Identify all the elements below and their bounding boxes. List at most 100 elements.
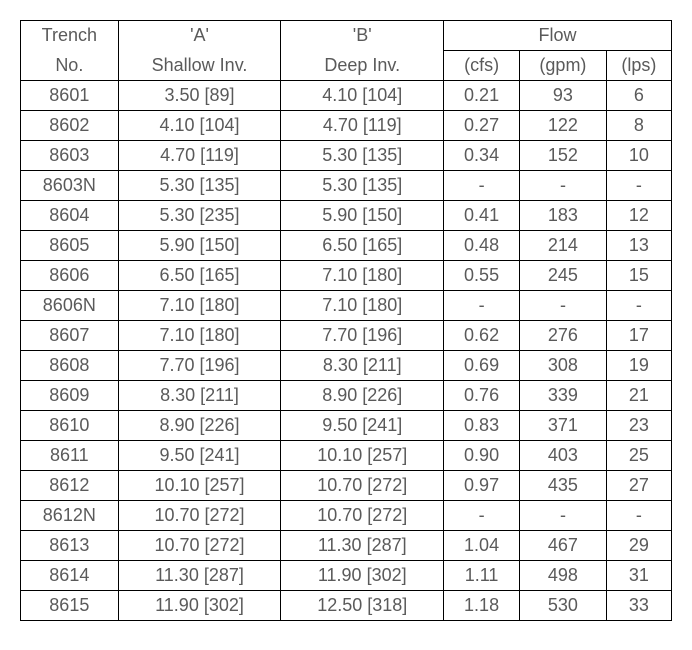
cell-gpm: 498 <box>520 561 607 591</box>
cell-gpm: 183 <box>520 201 607 231</box>
table-row: 86034.70 [119]5.30 [135]0.3415210 <box>21 141 672 171</box>
header-lps: (lps) <box>606 51 671 81</box>
header-flow: Flow <box>444 21 672 51</box>
cell-gpm: 530 <box>520 591 607 621</box>
cell-trench-no: 8610 <box>21 411 119 441</box>
cell-trench-no: 8615 <box>21 591 119 621</box>
cell-cfs: 1.11 <box>444 561 520 591</box>
table-row: 8612N10.70 [272]10.70 [272]--- <box>21 501 672 531</box>
cell-gpm: - <box>520 171 607 201</box>
cell-lps: 31 <box>606 561 671 591</box>
cell-gpm: 371 <box>520 411 607 441</box>
cell-shallow-inv: 6.50 [165] <box>118 261 281 291</box>
cell-deep-inv: 5.30 [135] <box>281 171 444 201</box>
cell-shallow-inv: 10.70 [272] <box>118 531 281 561</box>
cell-cfs: 0.76 <box>444 381 520 411</box>
cell-lps: 15 <box>606 261 671 291</box>
cell-lps: 17 <box>606 321 671 351</box>
cell-lps: - <box>606 171 671 201</box>
cell-deep-inv: 10.70 [272] <box>281 501 444 531</box>
table-row: 8603N5.30 [135]5.30 [135]--- <box>21 171 672 201</box>
cell-trench-no: 8607 <box>21 321 119 351</box>
cell-shallow-inv: 9.50 [241] <box>118 441 281 471</box>
cell-shallow-inv: 4.10 [104] <box>118 111 281 141</box>
cell-lps: 23 <box>606 411 671 441</box>
cell-gpm: 403 <box>520 441 607 471</box>
cell-shallow-inv: 4.70 [119] <box>118 141 281 171</box>
cell-cfs: 0.69 <box>444 351 520 381</box>
cell-shallow-inv: 7.10 [180] <box>118 291 281 321</box>
cell-cfs: 0.21 <box>444 81 520 111</box>
table-row: 86066.50 [165]7.10 [180]0.5524515 <box>21 261 672 291</box>
cell-trench-no: 8613 <box>21 531 119 561</box>
cell-cfs: 0.34 <box>444 141 520 171</box>
cell-lps: 27 <box>606 471 671 501</box>
cell-cfs: 0.55 <box>444 261 520 291</box>
cell-deep-inv: 8.90 [226] <box>281 381 444 411</box>
table-row: 86119.50 [241]10.10 [257]0.9040325 <box>21 441 672 471</box>
cell-lps: 29 <box>606 531 671 561</box>
cell-trench-no: 8612N <box>21 501 119 531</box>
cell-cfs: - <box>444 291 520 321</box>
table-row: 86013.50 [89]4.10 [104]0.21936 <box>21 81 672 111</box>
header-row-1: Trench 'A' 'B' Flow <box>21 21 672 51</box>
cell-trench-no: 8612 <box>21 471 119 501</box>
header-b: 'B' <box>281 21 444 51</box>
table-header: Trench 'A' 'B' Flow No. Shallow Inv. Dee… <box>21 21 672 81</box>
cell-trench-no: 8603N <box>21 171 119 201</box>
trench-flow-table: Trench 'A' 'B' Flow No. Shallow Inv. Dee… <box>20 20 672 621</box>
cell-cfs: 0.62 <box>444 321 520 351</box>
cell-lps: 6 <box>606 81 671 111</box>
cell-deep-inv: 11.30 [287] <box>281 531 444 561</box>
cell-trench-no: 8605 <box>21 231 119 261</box>
table-body: 86013.50 [89]4.10 [104]0.2193686024.10 [… <box>21 81 672 621</box>
cell-shallow-inv: 8.90 [226] <box>118 411 281 441</box>
cell-lps: 13 <box>606 231 671 261</box>
cell-deep-inv: 12.50 [318] <box>281 591 444 621</box>
cell-shallow-inv: 3.50 [89] <box>118 81 281 111</box>
cell-deep-inv: 7.10 [180] <box>281 261 444 291</box>
cell-trench-no: 8608 <box>21 351 119 381</box>
cell-gpm: 435 <box>520 471 607 501</box>
cell-shallow-inv: 5.90 [150] <box>118 231 281 261</box>
cell-shallow-inv: 10.10 [257] <box>118 471 281 501</box>
cell-shallow-inv: 11.30 [287] <box>118 561 281 591</box>
cell-trench-no: 8611 <box>21 441 119 471</box>
table-row: 861411.30 [287]11.90 [302]1.1149831 <box>21 561 672 591</box>
cell-cfs: 1.18 <box>444 591 520 621</box>
cell-cfs: 0.27 <box>444 111 520 141</box>
cell-deep-inv: 6.50 [165] <box>281 231 444 261</box>
cell-trench-no: 8614 <box>21 561 119 591</box>
table-row: 86087.70 [196]8.30 [211]0.6930819 <box>21 351 672 381</box>
cell-gpm: 308 <box>520 351 607 381</box>
cell-shallow-inv: 5.30 [135] <box>118 171 281 201</box>
cell-trench-no: 8604 <box>21 201 119 231</box>
cell-deep-inv: 4.70 [119] <box>281 111 444 141</box>
cell-trench-no: 8606N <box>21 291 119 321</box>
table-row: 86024.10 [104]4.70 [119]0.271228 <box>21 111 672 141</box>
cell-trench-no: 8609 <box>21 381 119 411</box>
cell-trench-no: 8602 <box>21 111 119 141</box>
table-row: 86108.90 [226]9.50 [241]0.8337123 <box>21 411 672 441</box>
cell-gpm: 467 <box>520 531 607 561</box>
cell-lps: 21 <box>606 381 671 411</box>
cell-shallow-inv: 5.30 [235] <box>118 201 281 231</box>
cell-lps: - <box>606 291 671 321</box>
cell-lps: 8 <box>606 111 671 141</box>
cell-lps: 33 <box>606 591 671 621</box>
header-shallow: Shallow Inv. <box>118 51 281 81</box>
cell-deep-inv: 11.90 [302] <box>281 561 444 591</box>
cell-gpm: 245 <box>520 261 607 291</box>
cell-deep-inv: 5.90 [150] <box>281 201 444 231</box>
cell-cfs: - <box>444 501 520 531</box>
cell-shallow-inv: 7.70 [196] <box>118 351 281 381</box>
cell-gpm: 122 <box>520 111 607 141</box>
cell-cfs: 1.04 <box>444 531 520 561</box>
cell-gpm: 152 <box>520 141 607 171</box>
cell-deep-inv: 9.50 [241] <box>281 411 444 441</box>
cell-cfs: 0.41 <box>444 201 520 231</box>
header-trench: Trench <box>21 21 119 51</box>
cell-trench-no: 8601 <box>21 81 119 111</box>
table-row: 861511.90 [302]12.50 [318]1.1853033 <box>21 591 672 621</box>
cell-gpm: 339 <box>520 381 607 411</box>
